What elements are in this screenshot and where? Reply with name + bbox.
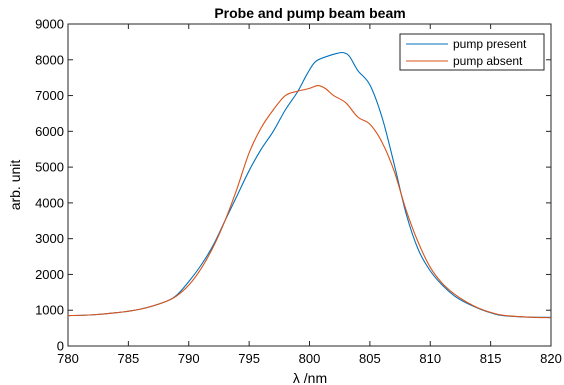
y-tick-label: 1000 — [35, 303, 64, 318]
chart-title: Probe and pump beam beam — [214, 5, 405, 21]
y-tick-label: 2000 — [35, 267, 64, 282]
y-tick-label: 0 — [57, 339, 64, 354]
y-axis-label: arb. unit — [7, 160, 23, 211]
legend-box — [399, 33, 545, 71]
x-tick-label: 795 — [238, 351, 260, 366]
y-tick-label: 9000 — [35, 17, 64, 32]
x-tick-label: 790 — [178, 351, 200, 366]
y-tick-label: 4000 — [35, 195, 64, 210]
legend-label-pump-absent: pump absent — [453, 54, 523, 68]
legend-label-pump-present: pump present — [453, 37, 527, 51]
legend: pump present pump absent — [399, 33, 545, 71]
y-tick-label: 3000 — [35, 231, 64, 246]
y-axis-ticks: 0 1000 2000 3000 4000 5000 6000 7000 8000 9000 — [35, 17, 551, 354]
x-tick-label: 810 — [419, 351, 441, 366]
series-group — [67, 51, 552, 319]
series-line-pump-present — [67, 51, 552, 318]
x-tick-label: 785 — [118, 351, 140, 366]
y-tick-label: 7000 — [35, 88, 64, 103]
x-tick-label: 815 — [480, 351, 502, 366]
x-axis-ticks: 780 785 790 795 800 805 810 815 820 — [57, 24, 562, 366]
plot-area — [67, 23, 552, 347]
x-tick-label: 805 — [359, 351, 381, 366]
x-tick-label: 780 — [57, 351, 79, 366]
series-line-pump-absent — [67, 84, 552, 319]
x-axis-label: λ /nm — [293, 370, 327, 385]
x-tick-label: 820 — [540, 351, 562, 366]
y-tick-label: 5000 — [35, 160, 64, 175]
y-tick-label: 8000 — [35, 52, 64, 67]
x-tick-label: 800 — [299, 351, 321, 366]
y-tick-label: 6000 — [35, 124, 64, 139]
